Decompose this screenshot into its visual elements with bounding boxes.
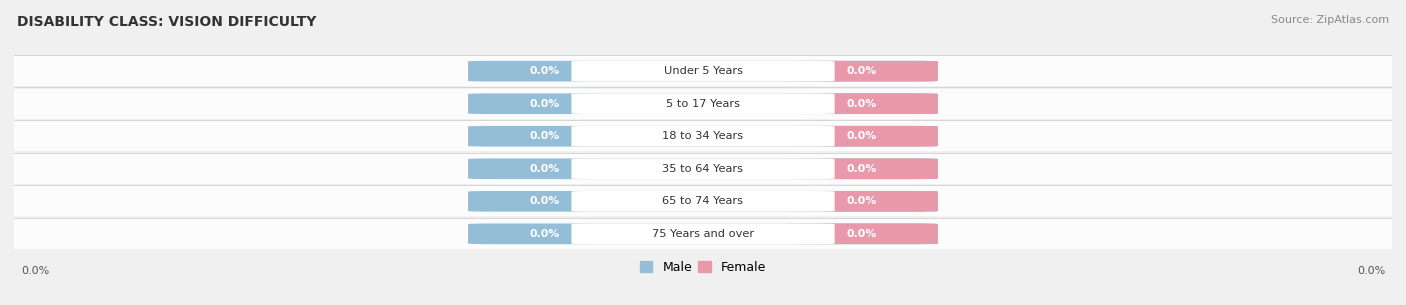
Text: DISABILITY CLASS: VISION DIFFICULTY: DISABILITY CLASS: VISION DIFFICULTY: [17, 15, 316, 29]
FancyBboxPatch shape: [785, 158, 938, 179]
Legend: Male, Female: Male, Female: [636, 256, 770, 279]
FancyBboxPatch shape: [468, 93, 938, 114]
Text: 0.0%: 0.0%: [530, 131, 560, 141]
Text: 0.0%: 0.0%: [846, 131, 876, 141]
FancyBboxPatch shape: [571, 224, 835, 244]
Bar: [14, 186, 1392, 216]
Text: 0.0%: 0.0%: [530, 164, 560, 174]
FancyBboxPatch shape: [571, 93, 835, 114]
Text: 35 to 64 Years: 35 to 64 Years: [662, 164, 744, 174]
Text: 0.0%: 0.0%: [846, 196, 876, 206]
Bar: [14, 219, 1392, 249]
FancyBboxPatch shape: [785, 224, 938, 244]
Text: 18 to 34 Years: 18 to 34 Years: [662, 131, 744, 141]
Text: Under 5 Years: Under 5 Years: [664, 66, 742, 76]
FancyBboxPatch shape: [785, 61, 938, 81]
FancyBboxPatch shape: [785, 126, 938, 147]
FancyBboxPatch shape: [571, 61, 835, 81]
Text: 0.0%: 0.0%: [21, 266, 49, 276]
Bar: [14, 154, 1392, 184]
Text: 5 to 17 Years: 5 to 17 Years: [666, 99, 740, 109]
Text: 0.0%: 0.0%: [530, 196, 560, 206]
FancyBboxPatch shape: [468, 126, 938, 147]
Text: 0.0%: 0.0%: [846, 164, 876, 174]
FancyBboxPatch shape: [468, 224, 938, 244]
FancyBboxPatch shape: [468, 191, 938, 212]
FancyBboxPatch shape: [571, 158, 835, 179]
Text: 0.0%: 0.0%: [530, 66, 560, 76]
Text: 0.0%: 0.0%: [530, 229, 560, 239]
FancyBboxPatch shape: [785, 191, 938, 212]
Bar: [14, 121, 1392, 151]
Text: 0.0%: 0.0%: [530, 99, 560, 109]
Text: 0.0%: 0.0%: [846, 99, 876, 109]
Text: 0.0%: 0.0%: [1357, 266, 1385, 276]
Text: Source: ZipAtlas.com: Source: ZipAtlas.com: [1271, 15, 1389, 25]
FancyBboxPatch shape: [571, 191, 835, 212]
FancyBboxPatch shape: [785, 93, 938, 114]
Text: 65 to 74 Years: 65 to 74 Years: [662, 196, 744, 206]
Bar: [14, 89, 1392, 119]
Text: 0.0%: 0.0%: [846, 229, 876, 239]
Text: 75 Years and over: 75 Years and over: [652, 229, 754, 239]
Text: 0.0%: 0.0%: [846, 66, 876, 76]
Bar: [14, 56, 1392, 86]
FancyBboxPatch shape: [468, 61, 938, 81]
FancyBboxPatch shape: [571, 126, 835, 147]
FancyBboxPatch shape: [468, 158, 938, 179]
